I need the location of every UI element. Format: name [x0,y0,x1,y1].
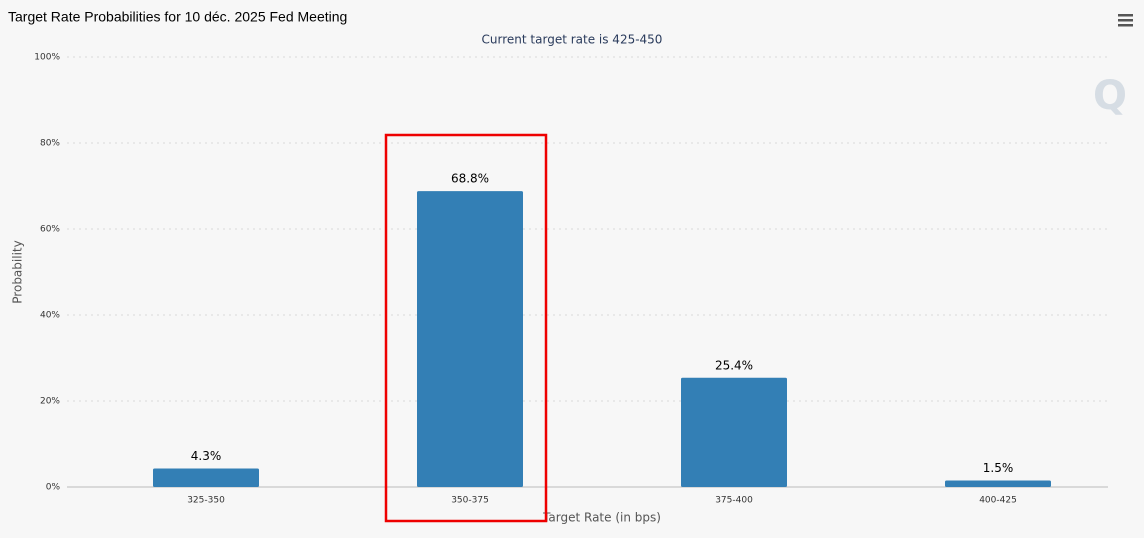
value-label: 1.5% [983,461,1014,475]
bar [945,480,1051,487]
y-tick-label: 100% [34,53,60,63]
chart-subtitle: Current target rate is 425-450 [482,33,663,47]
logo: Q [1093,73,1127,119]
bar [681,377,787,487]
y-axis-label: Probability [11,240,25,303]
y-tick-label: 20% [40,397,60,407]
menu-bar [1118,14,1133,17]
chart-title: Target Rate Probabilities for 10 déc. 20… [8,9,347,25]
highlight-box [384,133,548,523]
x-tick-label: 375-400 [715,496,753,506]
y-tick-label: 0% [46,483,61,493]
y-tick-label: 80% [40,139,60,149]
y-tick-label: 40% [40,311,60,321]
x-tick-label: 400-425 [979,496,1017,506]
y-tick-label: 60% [40,225,60,235]
menu-bar [1118,24,1133,27]
menu-bar [1118,19,1133,22]
value-label: 68.8% [451,172,489,186]
menu-icon[interactable] [1118,14,1133,27]
x-axis-label: Target Rate (in bps) [542,511,661,525]
x-tick-label: 350-375 [451,496,489,506]
bar [417,191,523,487]
bar [153,468,259,487]
value-label: 25.4% [715,358,753,372]
value-label: 4.3% [191,449,222,463]
x-tick-label: 325-350 [187,496,225,506]
